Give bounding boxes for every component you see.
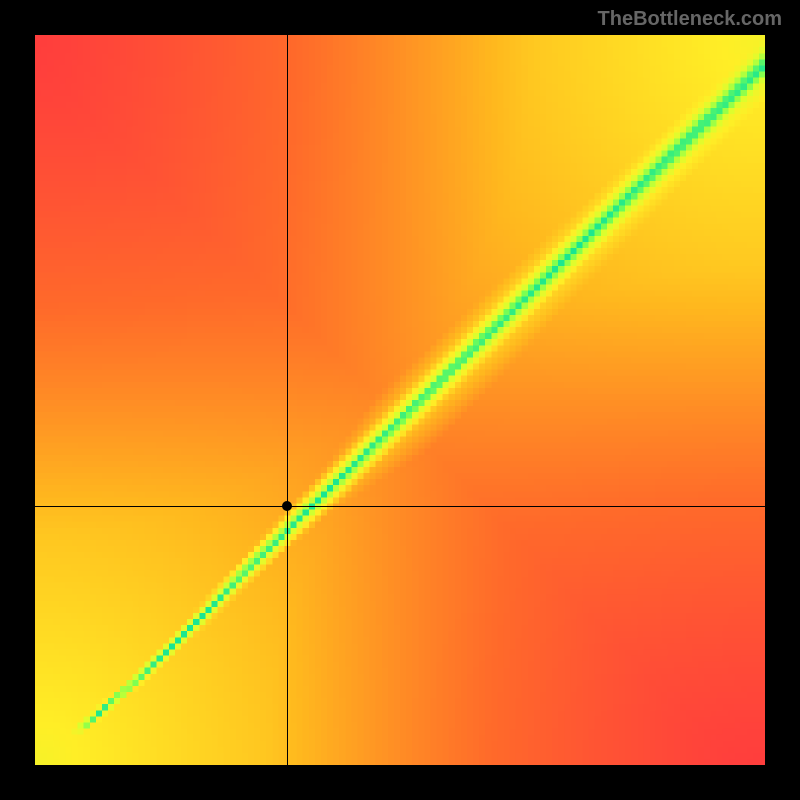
crosshair-horizontal [35, 506, 765, 507]
crosshair-vertical [287, 35, 288, 765]
crosshair-marker [282, 501, 292, 511]
heatmap-plot-area [35, 35, 765, 765]
watermark-text: TheBottleneck.com [598, 8, 782, 31]
heatmap-canvas [35, 35, 765, 765]
